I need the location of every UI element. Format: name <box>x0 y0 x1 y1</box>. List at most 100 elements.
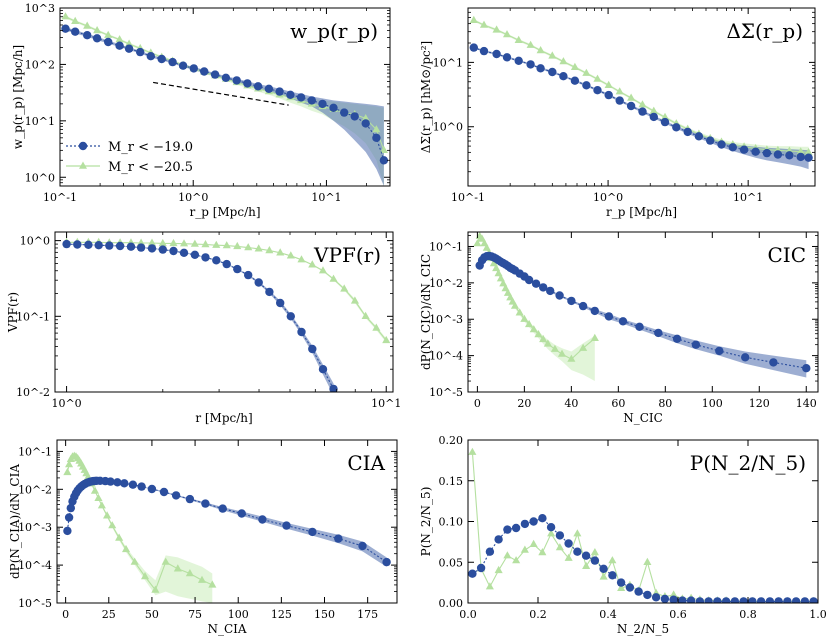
cia-point-s1-23 <box>141 572 150 580</box>
cic-xtick-label-3: 60 <box>611 397 625 410</box>
pn-ytick-label-3: 0.15 <box>439 475 464 488</box>
ds-xtick-label-1: 10^0 <box>593 191 623 204</box>
pn-point-s0-18 <box>625 583 635 592</box>
ds-point-s0-17 <box>660 117 670 127</box>
pn-point-s0-13 <box>581 551 591 560</box>
ds-point-s1-16 <box>649 106 658 114</box>
wp-point-s1-4 <box>104 30 113 38</box>
cic-ytick-label-1: 10^-4 <box>429 350 463 363</box>
cic-point-s0-26 <box>604 312 614 321</box>
pn-point-s1-9 <box>547 529 556 537</box>
ds-title: ΔΣ(r_p) <box>726 19 803 43</box>
cic-point-s1-23 <box>543 339 552 347</box>
cia-point-s1-27 <box>185 569 194 577</box>
cia-point-s1-20 <box>115 533 124 541</box>
pn-point-s0-20 <box>643 590 652 600</box>
ds-xlabel: r_p [Mpc/h] <box>606 205 677 219</box>
ds-point-s0-7 <box>548 67 557 77</box>
ds-point-s0-26 <box>762 148 772 158</box>
cic-point-s0-30 <box>672 334 682 343</box>
cia-xtick-label-2: 50 <box>145 608 159 621</box>
panel-pn: 0.0 0.2 0.4 0.6 0.8 1.0 0.00 0.05 0.10 0.15 0.20 P(… <box>419 434 827 636</box>
ds-plot-area <box>469 15 813 170</box>
pn-point-s0-0 <box>468 569 477 578</box>
cia-point-s1-19 <box>108 521 117 529</box>
ds-point-s1-9 <box>570 62 579 70</box>
wp-point-s0-14 <box>210 70 220 79</box>
wp-ytick-label-3: 10^3 <box>25 2 55 15</box>
cia-point-s1-16 <box>94 493 103 501</box>
wp-point-s0-30 <box>379 156 389 165</box>
wp-point-s0-11 <box>178 61 188 70</box>
wp-point-s0-19 <box>264 84 274 94</box>
pn-ytick-label-2: 0.10 <box>439 516 464 529</box>
wp-point-s0-23 <box>307 96 316 105</box>
cic-xtick-label-7: 140 <box>796 397 817 410</box>
pn-xtick-label-5: 1.0 <box>809 608 827 621</box>
cic-point-s1-0 <box>473 239 482 247</box>
cia-point-s0-36 <box>358 541 367 551</box>
vpf-point-s0-3 <box>94 241 103 250</box>
wp-point-s1-1 <box>71 16 80 24</box>
vpf-point-s1-25 <box>329 274 338 282</box>
pn-point-s1-4 <box>503 551 512 559</box>
ds-point-s1-17 <box>661 112 670 120</box>
legend: M_r < −19.0 M_r < −20.5 <box>66 140 193 175</box>
pn-point-s0-23 <box>669 595 678 603</box>
cic-point-s1-27 <box>579 343 588 351</box>
vpf-point-s1-8 <box>147 238 156 246</box>
wp-point-s0-0 <box>61 24 70 33</box>
cic-point-s0-33 <box>741 353 750 362</box>
cia-point-s1-15 <box>90 486 99 494</box>
vpf-point-s1-21 <box>286 251 295 259</box>
pn-point-s0-19 <box>634 587 643 596</box>
cia-point-s1-26 <box>173 564 182 572</box>
pn-point-s1-16 <box>608 556 617 564</box>
panel-ds: 10^-1 10^0 10^1 10^0 10^1 ΔΣ(r_p) r_p [Mpc/h] Δ… <box>419 7 816 219</box>
cia-ytick-label-2: 10^-3 <box>18 521 52 534</box>
ds-point-s1-5 <box>526 40 535 48</box>
ds-point-s0-30 <box>804 153 813 162</box>
pn-point-s1-13 <box>582 561 591 569</box>
cia-point-s0-37 <box>382 557 391 567</box>
ds-point-s1-11 <box>593 74 602 82</box>
cic-point-s1-25 <box>557 349 566 357</box>
vpf-point-s0-17 <box>244 270 253 280</box>
cic-point-s0-27 <box>618 317 628 326</box>
ds-point-s1-10 <box>582 68 591 76</box>
pn-point-s1-7 <box>529 539 538 547</box>
wp-point-s1-6 <box>125 39 134 47</box>
vpf-ylabel: VPF(r) <box>6 292 20 333</box>
wp-xlabel: r_p [Mpc/h] <box>189 205 260 219</box>
pn-point-s0-30 <box>730 597 740 603</box>
wp-point-s1-0 <box>61 12 70 20</box>
pn-point-s1-15 <box>599 572 608 580</box>
ds-point-s0-27 <box>773 150 783 159</box>
wp-slope-line <box>153 81 289 106</box>
ds-point-s0-12 <box>604 90 613 100</box>
vpf-point-s0-8 <box>147 244 157 253</box>
vpf-point-s0-22 <box>297 327 306 337</box>
ds-point-s1-14 <box>627 93 636 101</box>
pn-point-s0-32 <box>748 597 757 603</box>
pn-point-s0-9 <box>546 523 556 532</box>
pn-xtick-label-2: 0.4 <box>599 608 617 621</box>
cic-ytick-label-2: 10^-3 <box>429 313 463 326</box>
wp-ytick-label-2: 10^2 <box>25 58 55 71</box>
wp-point-s0-15 <box>221 73 231 83</box>
cic-series-line-0 <box>479 255 807 369</box>
vpf-plot-area <box>62 237 391 392</box>
vpf-point-s0-14 <box>212 256 221 265</box>
ds-point-s1-7 <box>548 51 557 59</box>
cia-point-s0-23 <box>128 480 138 489</box>
cia-xtick-label-3: 75 <box>188 608 202 621</box>
pn-point-s1-14 <box>590 548 599 556</box>
cic-xtick-label-6: 120 <box>749 397 770 410</box>
cia-xtick-label-4: 100 <box>228 608 249 621</box>
cic-frame <box>467 231 819 393</box>
cia-point-s0-26 <box>159 487 169 497</box>
wp-point-s0-1 <box>71 27 80 36</box>
cic-point-s1-20 <box>529 325 538 333</box>
cic-point-s1-21 <box>534 330 543 338</box>
ds-point-s0-15 <box>638 107 647 116</box>
